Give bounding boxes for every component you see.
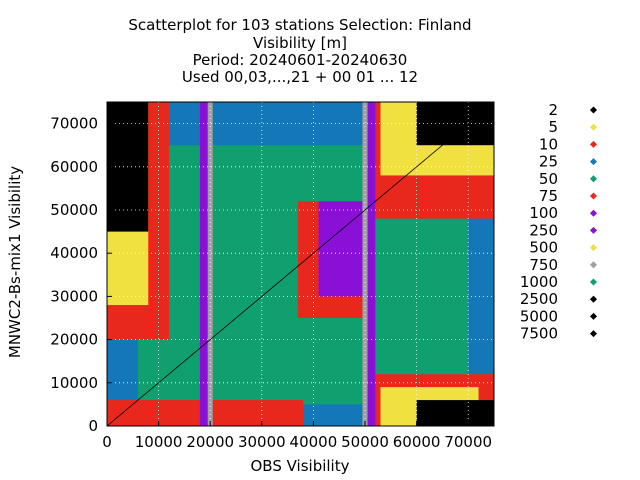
legend-marker-5: [589, 192, 598, 200]
legend-label-2: 10: [539, 135, 558, 153]
y-axis-label: MNWC2-Bs-mix1 Visibility: [6, 166, 24, 358]
y-tick-label-6: 60000: [50, 158, 98, 176]
y-tick-label-1: 10000: [50, 374, 98, 392]
legend-marker-1: [589, 123, 598, 131]
x-tick-label-4: 40000: [290, 433, 338, 451]
x-tick-label-5: 50000: [341, 433, 389, 451]
x-tick-label-0: 0: [102, 433, 112, 451]
density-region-16: [199, 102, 208, 426]
legend-label-10: 1000: [520, 273, 558, 291]
legend-marker-10: [589, 278, 598, 286]
chart-title-line-2: Visibility [m]: [253, 34, 347, 52]
density-region-12: [416, 400, 494, 426]
legend-label-13: 7500: [520, 325, 558, 343]
x-tick-label-1: 10000: [135, 433, 183, 451]
legend-marker-2: [589, 140, 598, 148]
legend-label-0: 2: [548, 101, 558, 119]
density-region-15: [362, 102, 368, 426]
legend-marker-4: [589, 175, 598, 183]
legend-label-8: 500: [529, 239, 558, 257]
legend-label-12: 5000: [520, 307, 558, 325]
x-tick-label-6: 60000: [393, 433, 441, 451]
x-axis: 0 10000 20000 30000 40000 50000 60000 70000: [102, 421, 492, 451]
plot-frame: [106, 101, 495, 427]
legend-marker-11: [589, 295, 598, 303]
one-to-one-line: [106, 101, 495, 427]
y-tick-label-2: 20000: [50, 331, 98, 349]
legend-marker-13: [589, 330, 598, 338]
x-axis-label: OBS Visibility: [251, 457, 350, 475]
legend-marker-9: [589, 261, 598, 269]
legend-marker-3: [589, 158, 598, 166]
chart-title-line-4: Used 00,03,...,21 + 00 01 ... 12: [182, 68, 418, 86]
legend-label-9: 750: [529, 256, 558, 274]
legend-marker-12: [589, 312, 598, 320]
legend-marker-6: [589, 209, 598, 217]
y-tick-label-3: 30000: [50, 287, 98, 305]
legend-label-6: 100: [529, 204, 558, 222]
legend-label-11: 2500: [520, 290, 558, 308]
legend-label-1: 5: [548, 118, 558, 136]
x-tick-label-2: 20000: [186, 433, 234, 451]
density-region-14: [207, 102, 213, 426]
plot-grid: [107, 102, 494, 426]
y-tick-label-5: 50000: [50, 201, 98, 219]
chart-title-line-1: Scatterplot for 103 stations Selection: …: [128, 16, 471, 34]
chart-title-line-3: Period: 20240601-20240630: [193, 51, 408, 69]
legend-label-7: 250: [529, 221, 558, 239]
legend-label-3: 25: [539, 153, 558, 171]
legend-label-4: 50: [539, 170, 558, 188]
y-tick-label-0: 0: [88, 417, 98, 435]
density-region-3: [318, 201, 365, 297]
legend-marker-7: [589, 226, 598, 234]
y-tick-label-7: 70000: [50, 115, 98, 133]
y-tick-label-4: 40000: [50, 244, 98, 262]
legend-marker-8: [589, 244, 598, 252]
legend-marker-0: [589, 106, 598, 114]
x-tick-label-7: 70000: [444, 433, 492, 451]
legend-label-5: 75: [539, 187, 558, 205]
x-tick-label-3: 30000: [238, 433, 286, 451]
y-axis: 0 10000 20000 30000 40000 50000 60000 70000: [50, 115, 112, 435]
density-region-17: [367, 102, 376, 426]
